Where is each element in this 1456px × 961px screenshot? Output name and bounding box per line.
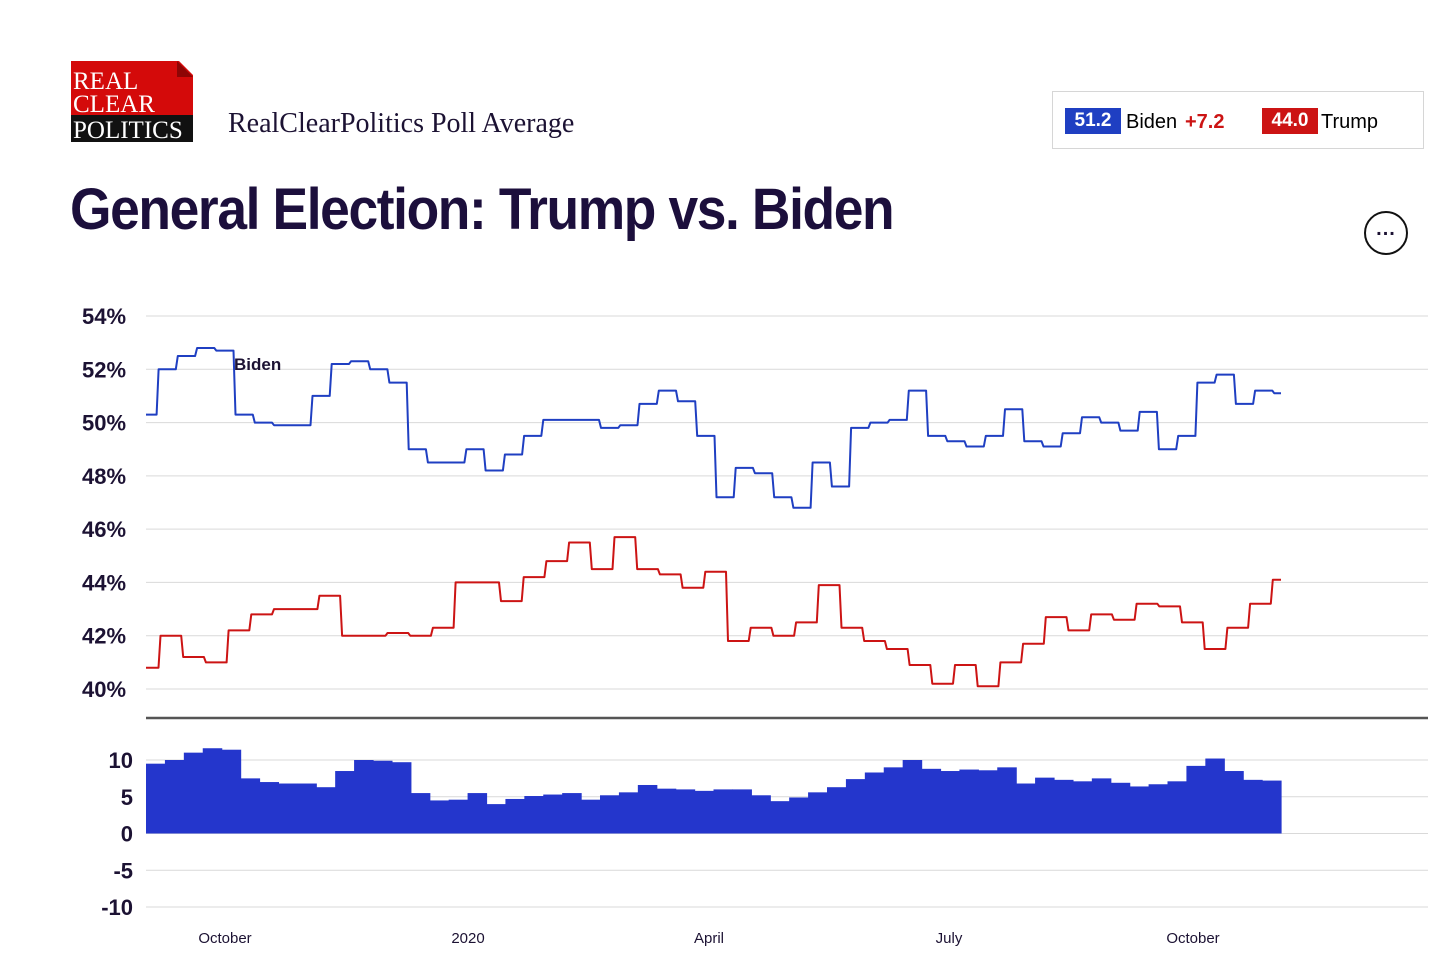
biden-series-annotation: Biden xyxy=(234,355,281,374)
x-tick-label: October xyxy=(198,930,251,947)
spread-bar xyxy=(1186,765,1206,834)
x-tick-label: 2020 xyxy=(451,930,484,947)
spread-bar xyxy=(713,789,734,834)
spread-bar xyxy=(183,752,204,834)
spread-bar xyxy=(921,768,942,834)
spread-bar xyxy=(391,762,412,834)
spread-bar xyxy=(1072,781,1093,834)
y-tick-label: 52% xyxy=(82,357,126,382)
spread-bar xyxy=(600,795,620,834)
spread-bar xyxy=(808,792,828,834)
spread-bar xyxy=(278,783,298,834)
biden-legend-label: Biden xyxy=(1126,111,1178,133)
spread-bar xyxy=(675,789,696,834)
spread-bar xyxy=(146,763,166,834)
spread-bar xyxy=(789,797,809,834)
spread-bar xyxy=(751,795,771,834)
y-tick-label: 54% xyxy=(82,304,126,329)
spread-bar xyxy=(486,804,507,834)
spread-bar xyxy=(543,794,563,834)
spread-bar xyxy=(467,793,488,834)
spread-bar xyxy=(335,771,355,834)
y-tick-label: 48% xyxy=(82,464,126,489)
spread-bar xyxy=(827,787,847,834)
spread-bar xyxy=(864,772,885,834)
spread-y-tick-label: -5 xyxy=(113,858,133,883)
spread-bar xyxy=(1129,786,1150,834)
logo-line-2: CLEAR xyxy=(73,91,155,118)
spread-bar xyxy=(959,769,979,834)
spread-bar xyxy=(940,771,961,834)
page-title: General Election: Trump vs. Biden xyxy=(70,177,895,242)
spread-bar xyxy=(1167,781,1188,834)
spread-bar xyxy=(694,790,715,834)
spread-bar xyxy=(202,748,223,834)
y-tick-label: 40% xyxy=(82,677,126,702)
spread-bar xyxy=(259,782,280,834)
trump-series-line xyxy=(146,536,1281,688)
spread-bar xyxy=(373,760,393,834)
logo-black-band xyxy=(71,115,193,142)
logo-line-3: POLITICS xyxy=(73,117,183,142)
spread-bar xyxy=(562,793,582,834)
y-tick-label: 50% xyxy=(82,411,126,436)
spread-bar xyxy=(429,800,450,834)
x-tick-label: October xyxy=(1166,930,1219,947)
spread-bar xyxy=(1262,780,1282,834)
spread-bar xyxy=(221,749,242,834)
spread-bar xyxy=(618,792,639,834)
spread-y-tick-label: 10 xyxy=(109,748,133,773)
trump-legend-label: Trump xyxy=(1321,111,1379,133)
spread-bar xyxy=(1148,784,1169,834)
rcp-logo: REAL CLEAR POLITICS xyxy=(71,61,193,142)
spread-bar xyxy=(448,799,469,834)
spread-bar xyxy=(1054,779,1074,834)
spread-bar xyxy=(732,789,752,834)
spread-bar xyxy=(1035,777,1055,834)
spread-bar xyxy=(240,778,261,834)
y-tick-label: 44% xyxy=(82,570,126,595)
spread-bar xyxy=(770,801,790,834)
spread-bar xyxy=(637,784,658,834)
spread-bar xyxy=(524,796,544,834)
spread-bar xyxy=(1205,758,1225,834)
more-options-button[interactable]: ... xyxy=(1364,211,1408,255)
biden-spread-label: +7.2 xyxy=(1185,111,1225,133)
biden-series-line xyxy=(146,347,1281,509)
biden-value-badge: 51.2 xyxy=(1065,108,1121,134)
spread-bar xyxy=(902,760,923,834)
spread-y-tick-label: -10 xyxy=(101,895,133,920)
spread-bar xyxy=(1016,783,1036,834)
spread-bar xyxy=(297,783,317,834)
spread-bar xyxy=(1091,778,1112,834)
page-subtitle: RealClearPolitics Poll Average xyxy=(228,108,575,139)
legend: 51.2 Biden +7.2 44.0 Trump xyxy=(1052,91,1424,149)
logo-line-1: REAL xyxy=(73,68,138,95)
spread-y-tick-label: 0 xyxy=(121,822,133,847)
x-tick-label: April xyxy=(694,930,724,947)
spread-bar xyxy=(978,770,998,834)
spread-y-tick-label: 5 xyxy=(121,785,133,810)
spread-bar xyxy=(581,799,601,834)
spread-bar xyxy=(656,788,677,834)
spread-bar xyxy=(354,760,374,834)
trump-value-badge: 44.0 xyxy=(1262,108,1318,134)
spread-bar xyxy=(845,779,866,834)
x-tick-label: July xyxy=(936,930,963,947)
spread-bar xyxy=(164,760,185,834)
spread-bar xyxy=(997,767,1017,834)
y-tick-label: 42% xyxy=(82,624,126,649)
spread-bar xyxy=(316,787,336,834)
spread-bar xyxy=(1243,779,1263,834)
spread-bar xyxy=(505,798,525,834)
spread-bar xyxy=(1110,782,1131,834)
more-icon: ... xyxy=(1376,218,1396,240)
y-tick-label: 46% xyxy=(82,517,126,542)
spread-bar xyxy=(883,767,904,834)
spread-bar xyxy=(1224,771,1244,834)
spread-bar xyxy=(410,793,431,834)
